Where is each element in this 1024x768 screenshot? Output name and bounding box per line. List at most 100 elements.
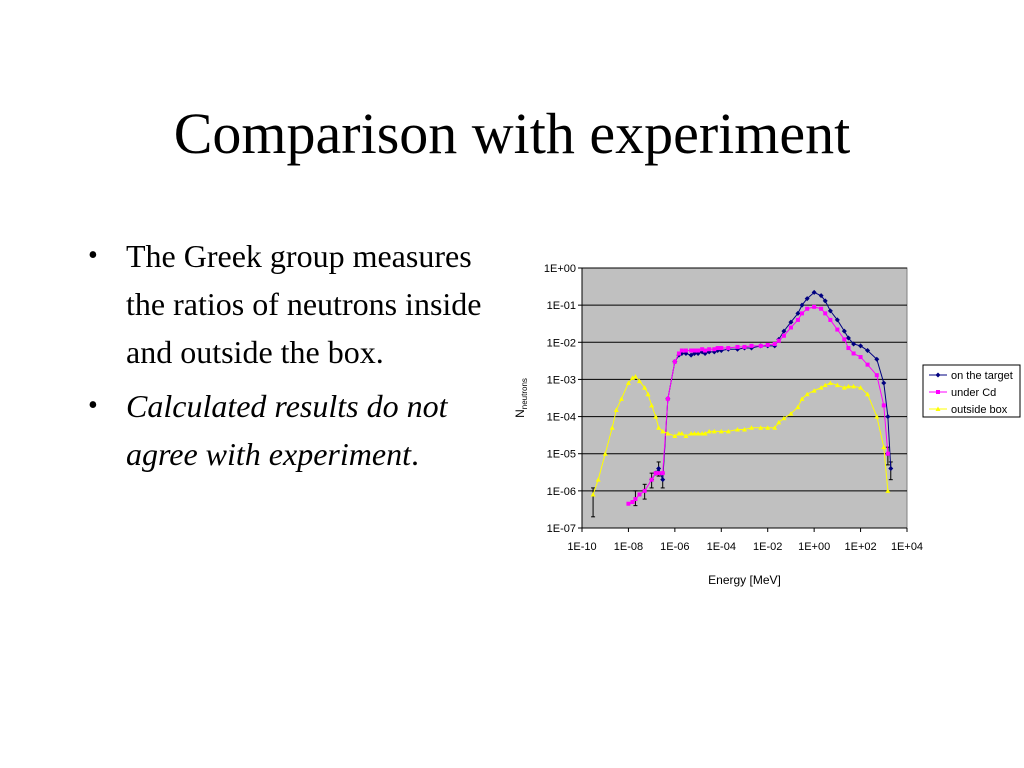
bullet-item: • The Greek group measures the ratios of… [88,232,488,376]
data-point [719,346,724,351]
data-point [707,347,712,352]
x-tick-label: 1E-08 [614,541,643,553]
data-point [632,373,638,379]
data-point [742,344,747,349]
data-point [630,375,636,380]
data-point [649,477,654,482]
y-tick-label: 1E-03 [547,374,576,386]
data-point [642,385,648,390]
data-point [851,383,857,389]
data-point [712,347,717,352]
data-point [688,431,694,436]
data-point [656,471,661,476]
data-point [626,501,631,506]
data-point [735,344,740,349]
data-point [835,327,840,332]
data-point [885,414,891,420]
data-point [679,348,684,353]
x-axis-label: Energy [MeV] [708,573,781,587]
data-point [799,396,805,401]
data-point [781,328,787,334]
bullet-dot: • [88,390,98,421]
x-tick-label: 1E+04 [891,541,923,553]
data-point [679,431,685,436]
data-point [865,348,871,354]
data-point [823,311,828,316]
data-point [846,346,851,351]
data-point [841,385,847,390]
data-point [788,411,794,416]
data-point [702,431,708,436]
y-tick-label: 1E-02 [547,337,576,349]
data-point [842,337,847,342]
data-point [805,306,810,311]
data-point [735,426,741,432]
data-point [858,385,864,390]
data-point [660,471,665,476]
data-point [653,414,659,419]
data-point [660,428,666,434]
data-point [749,343,754,348]
data-point [711,428,717,434]
data-point [781,415,787,421]
bullet-trail: . [410,436,419,472]
data-point [672,433,678,438]
data-point [881,380,887,386]
data-point [881,444,887,450]
y-axis-label-main: N [513,409,527,418]
data-point [633,497,638,502]
data-point [811,289,817,295]
data-point [818,293,824,299]
x-tick-label: 1E-06 [660,541,689,553]
data-point [637,492,642,497]
data-point [642,488,647,493]
bullet-list: • The Greek group measures the ratios of… [88,232,488,484]
data-point [799,302,805,308]
data-point [819,306,824,311]
data-point [696,348,701,353]
data-point [656,425,662,430]
y-tick-label: 1E+00 [544,263,576,275]
data-point [851,351,856,356]
data-point [758,425,764,430]
data-point [676,351,681,356]
data-point [834,317,840,323]
data-point [888,465,894,471]
data-point [656,465,662,471]
data-point [788,325,793,330]
data-point [695,431,701,436]
data-point [812,304,817,309]
data-point [718,428,724,434]
data-point [781,333,786,338]
data-point [703,348,708,353]
data-point [689,348,694,353]
data-point [800,311,805,316]
data-point [649,402,655,408]
data-point [637,378,643,384]
data-point [590,491,596,497]
plot-area [581,267,908,529]
legend-label: on the target [951,370,1013,382]
y-tick-label: 1E-06 [547,486,576,498]
x-tick-label: 1E-02 [753,541,782,553]
data-point [683,348,688,353]
data-point [795,404,801,410]
data-point [828,317,833,322]
data-point [653,471,658,476]
bullet-text: The Greek group measures the ratios of n… [126,238,482,370]
data-point [841,328,847,334]
data-point [845,335,851,341]
x-tick-label: 1E+02 [845,541,877,553]
data-point [692,348,697,353]
data-point [804,391,810,397]
data-point [609,425,615,430]
neutron-energy-chart: 1E+00 1E-01 1E-02 1E-03 1E-04 1E-05 1E-06 1E-07… [505,255,1024,595]
data-point [788,319,794,325]
legend-swatch-marker [936,390,940,394]
y-axis-label-sub: neutrons [520,378,529,409]
data-point [834,382,840,388]
data-point [748,425,754,430]
y-tick-label: 1E-01 [547,300,576,312]
x-tick-label: 1E-04 [707,541,736,553]
data-point [811,388,817,393]
